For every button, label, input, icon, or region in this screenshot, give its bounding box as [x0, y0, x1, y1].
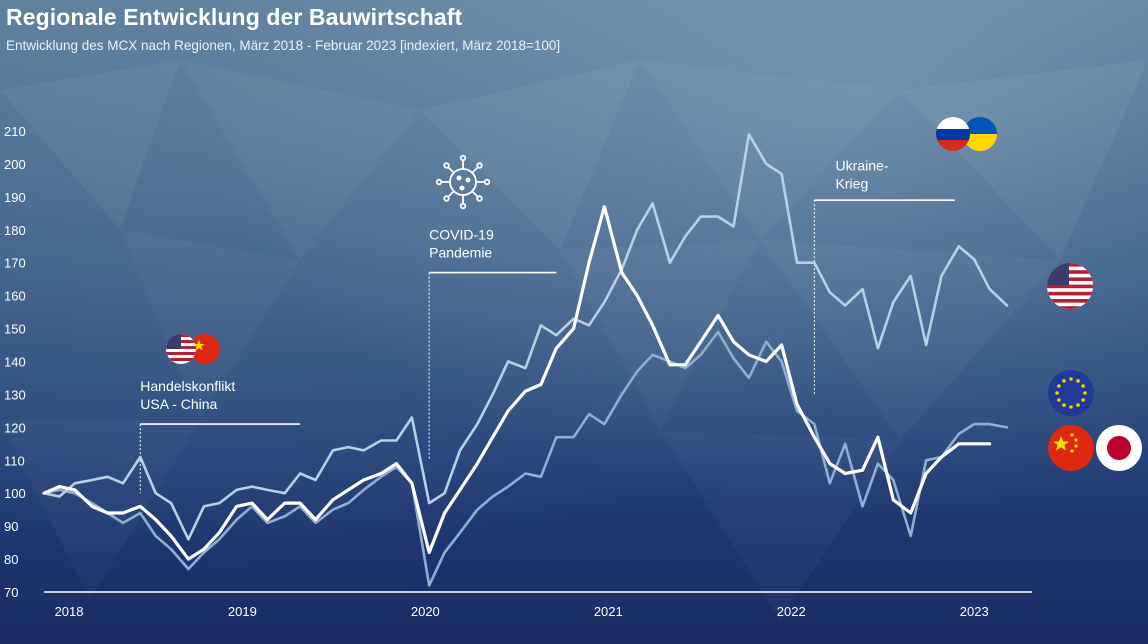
eu-star — [1076, 403, 1080, 407]
eu-star — [1081, 398, 1085, 402]
annotation-label: Ukraine- — [836, 158, 889, 174]
chart-subtitle: Entwicklung des MCX nach Regionen, März … — [6, 38, 561, 53]
x-tick-label: 2022 — [777, 604, 806, 619]
chart-title: Regionale Entwicklung der Bauwirtschaft — [6, 4, 463, 30]
annotation-label: Pandemie — [429, 245, 492, 261]
japan-flag-icon — [1096, 425, 1142, 471]
eu-flag-icon — [1048, 370, 1094, 416]
y-tick-label: 90 — [4, 519, 18, 534]
eu-star — [1057, 384, 1061, 388]
annotations: Handelskonflikt USA - China COVID-19 Pandem… — [139, 158, 955, 494]
x-tick-label: 2019 — [228, 604, 257, 619]
annotation-label: Handelskonflikt — [140, 378, 235, 394]
series-line-0 — [42, 205, 992, 561]
y-tick-label: 200 — [4, 157, 26, 172]
eu-star — [1069, 405, 1073, 409]
eu-star — [1081, 384, 1085, 388]
y-tick-label: 100 — [4, 486, 26, 501]
x-tick-label: 2020 — [411, 604, 440, 619]
y-tick-label: 70 — [4, 585, 18, 600]
y-tick-label: 160 — [4, 289, 26, 304]
x-tick-label: 2018 — [55, 604, 84, 619]
series-line-2 — [42, 330, 1009, 587]
y-tick-label: 80 — [4, 552, 18, 567]
russia-flag-icon — [936, 117, 970, 151]
y-tick-label: 140 — [4, 355, 26, 370]
eu-star — [1055, 391, 1059, 395]
eu-star — [1057, 398, 1061, 402]
china-flag-icon — [190, 334, 220, 364]
russia-ukraine-flags — [936, 117, 997, 151]
ukraine-flag-icon — [963, 117, 997, 151]
y-tick-label: 190 — [4, 190, 26, 205]
eu-star — [1062, 379, 1066, 383]
usa-china-flags — [166, 334, 220, 364]
virus-icon — [435, 154, 491, 210]
series-line-1 — [42, 133, 1009, 541]
usa-flag-icon — [1047, 263, 1093, 309]
annotation-label: COVID-19 — [429, 227, 494, 243]
eu-star — [1069, 377, 1073, 381]
series-layer — [42, 133, 1009, 587]
axes: 70 80 90 100 110 120 130 140 150 160 170 180 190 200 2… — [4, 124, 1032, 619]
y-tick-label: 120 — [4, 420, 26, 435]
y-tick-label: 170 — [4, 256, 26, 271]
x-tick-label: 2021 — [594, 604, 623, 619]
y-tick-label: 130 — [4, 387, 26, 402]
y-tick-label: 110 — [4, 453, 25, 468]
x-tick-label: 2023 — [960, 604, 989, 619]
china-flag-icon — [1048, 425, 1094, 471]
legend-flags — [1047, 263, 1142, 471]
usa-flag-icon — [166, 334, 196, 364]
eu-star — [1076, 379, 1080, 383]
annotation-label: Krieg — [836, 176, 869, 192]
eu-star — [1083, 391, 1087, 395]
y-tick-label: 210 — [4, 124, 26, 139]
y-tick-label: 150 — [4, 322, 26, 337]
background-pattern — [0, 60, 1148, 440]
eu-star — [1062, 403, 1066, 407]
annotation-label: USA - China — [140, 396, 217, 412]
y-tick-label: 180 — [4, 223, 26, 238]
